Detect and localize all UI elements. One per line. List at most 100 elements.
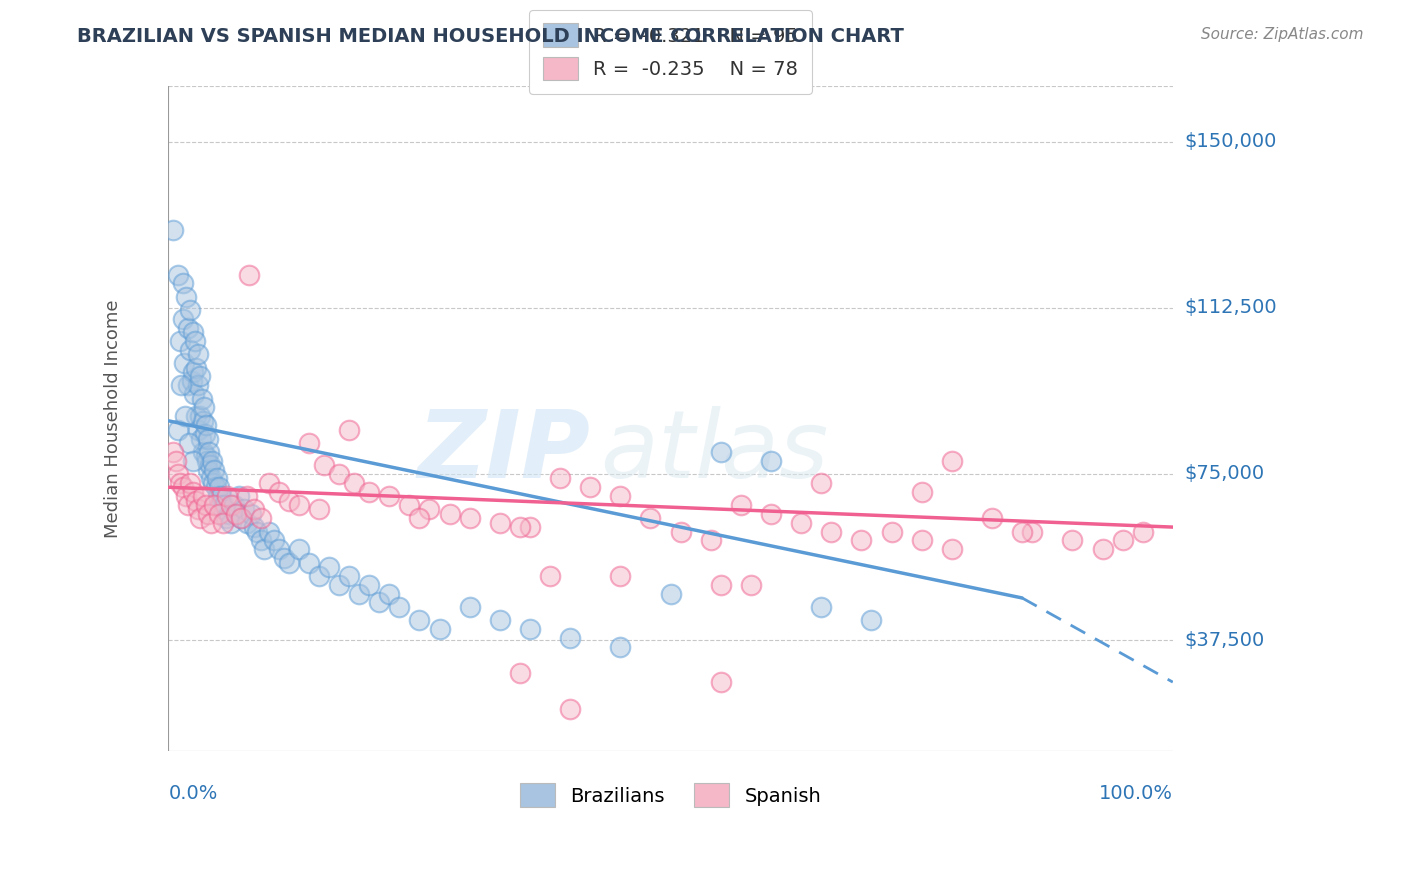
Point [398,498,420,512]
Point [1062,533,1084,548]
Point [186,409,208,424]
Point [609,489,631,503]
Text: $37,500: $37,500 [1185,631,1265,649]
Point [198,444,221,458]
Point [308,569,330,583]
Text: ZIP: ZIP [418,406,591,498]
Point [273,551,295,566]
Point [1021,524,1043,539]
Point [558,631,581,645]
Point [197,432,219,446]
Point [202,475,225,490]
Point [253,542,276,557]
Point [162,444,184,458]
Point [242,502,264,516]
Point [183,325,205,339]
Point [408,511,430,525]
Point [851,533,873,548]
Point [176,489,198,503]
Point [263,533,285,548]
Point [179,436,201,450]
Point [177,320,200,334]
Point [740,577,762,591]
Point [211,502,233,516]
Point [249,511,271,525]
Point [257,524,280,539]
Point [187,347,209,361]
Point [509,666,531,681]
Point [204,462,226,476]
Point [176,290,198,304]
Point [759,507,782,521]
Point [209,489,232,503]
Point [257,475,280,490]
Point [860,613,883,627]
Point [165,453,187,467]
Point [277,493,299,508]
Point [200,458,222,472]
Text: 0.0%: 0.0% [169,784,218,803]
Point [277,556,299,570]
Point [337,423,360,437]
Point [458,599,481,614]
Point [298,436,321,450]
Point [181,374,204,388]
Point [195,418,218,433]
Point [359,484,381,499]
Point [170,378,193,392]
Point [659,586,682,600]
Point [710,444,733,458]
Point [204,498,226,512]
Point [312,458,335,472]
Point [700,533,723,548]
Point [790,516,813,530]
Point [388,599,411,614]
Point [186,360,208,375]
Point [308,502,330,516]
Point [981,511,1004,525]
Point [820,524,842,539]
Point [378,489,401,503]
Point [186,493,208,508]
Point [228,489,250,503]
Point [191,392,214,406]
Point [458,511,481,525]
Point [359,577,381,591]
Point [509,520,531,534]
Point [710,675,733,690]
Point [609,640,631,654]
Point [197,507,219,521]
Point [215,489,238,503]
Point [548,471,571,485]
Point [343,475,366,490]
Point [167,467,190,481]
Point [519,520,541,534]
Point [190,369,212,384]
Point [194,427,217,442]
Text: atlas: atlas [600,406,828,498]
Point [328,467,350,481]
Point [187,502,209,516]
Point [219,498,242,512]
Point [246,524,269,539]
Point [197,453,219,467]
Point [200,471,222,485]
Point [238,268,260,282]
Point [235,489,257,503]
Point [174,409,197,424]
Point [239,507,262,521]
Point [439,507,461,521]
Point [229,511,252,525]
Point [1011,524,1033,539]
Point [730,498,752,512]
Text: Source: ZipAtlas.com: Source: ZipAtlas.com [1201,27,1364,42]
Point [640,511,662,525]
Point [183,453,205,467]
Point [347,586,370,600]
Point [187,423,209,437]
Point [288,542,311,557]
Point [201,453,224,467]
Point [179,303,201,318]
Point [328,577,350,591]
Point [911,484,934,499]
